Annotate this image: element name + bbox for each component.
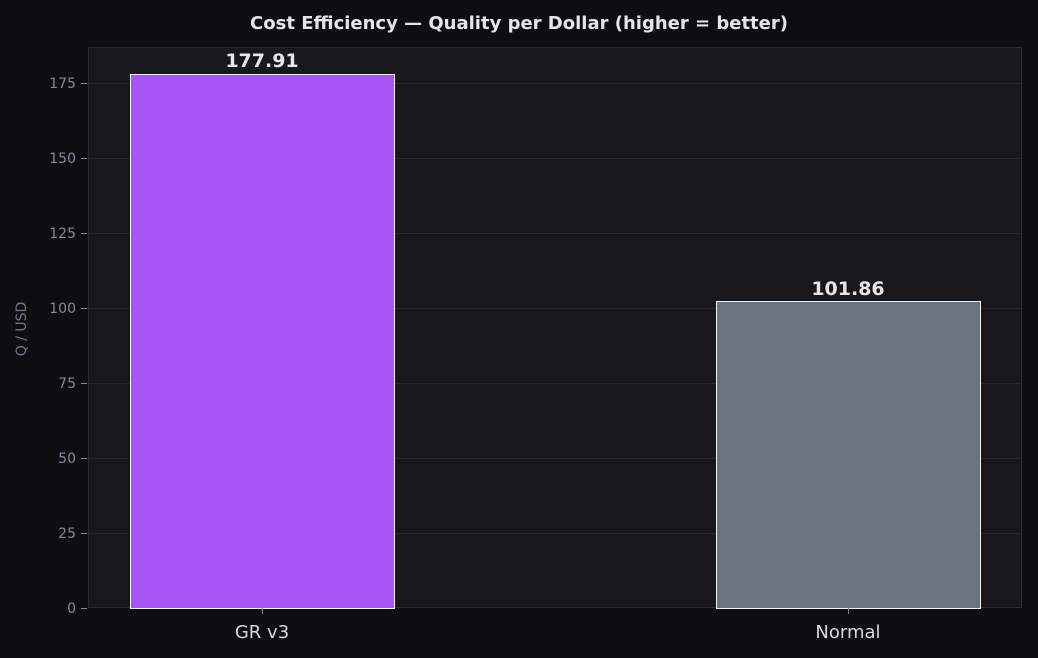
y-axis-title: Q / USD xyxy=(14,301,30,357)
y-tick xyxy=(81,458,87,459)
y-tick xyxy=(81,83,87,84)
y-tick-label: 25 xyxy=(58,526,76,542)
gridline xyxy=(89,233,1021,234)
y-tick-label: 150 xyxy=(49,151,76,167)
gridline xyxy=(89,533,1021,534)
x-tick-label-gr-v3: GR v3 xyxy=(234,622,290,643)
gridline xyxy=(89,383,1021,384)
y-tick xyxy=(81,158,87,159)
x-tick xyxy=(848,608,849,614)
x-tick xyxy=(262,608,263,614)
x-tick-label-normal: Normal xyxy=(815,622,881,643)
gridline xyxy=(89,158,1021,159)
y-tick xyxy=(81,533,87,534)
y-tick-label: 0 xyxy=(67,601,76,617)
y-tick-label: 175 xyxy=(49,76,76,92)
gridline xyxy=(89,308,1021,309)
gridline xyxy=(89,458,1021,459)
y-tick xyxy=(81,383,87,384)
y-tick-label: 100 xyxy=(49,301,76,317)
bar-normal xyxy=(716,301,981,609)
value-label-gr-v3: 177.91 xyxy=(225,50,299,72)
y-tick-label: 50 xyxy=(58,451,76,467)
y-tick-label: 125 xyxy=(49,226,76,242)
y-tick xyxy=(81,233,87,234)
gridline xyxy=(89,83,1021,84)
chart-title: Cost Efficiency — Quality per Dollar (hi… xyxy=(250,13,788,34)
bar-gr-v3 xyxy=(130,74,395,609)
value-label-normal: 101.86 xyxy=(811,278,885,300)
y-tick xyxy=(81,308,87,309)
y-tick-label: 75 xyxy=(58,376,76,392)
y-tick xyxy=(81,608,87,609)
